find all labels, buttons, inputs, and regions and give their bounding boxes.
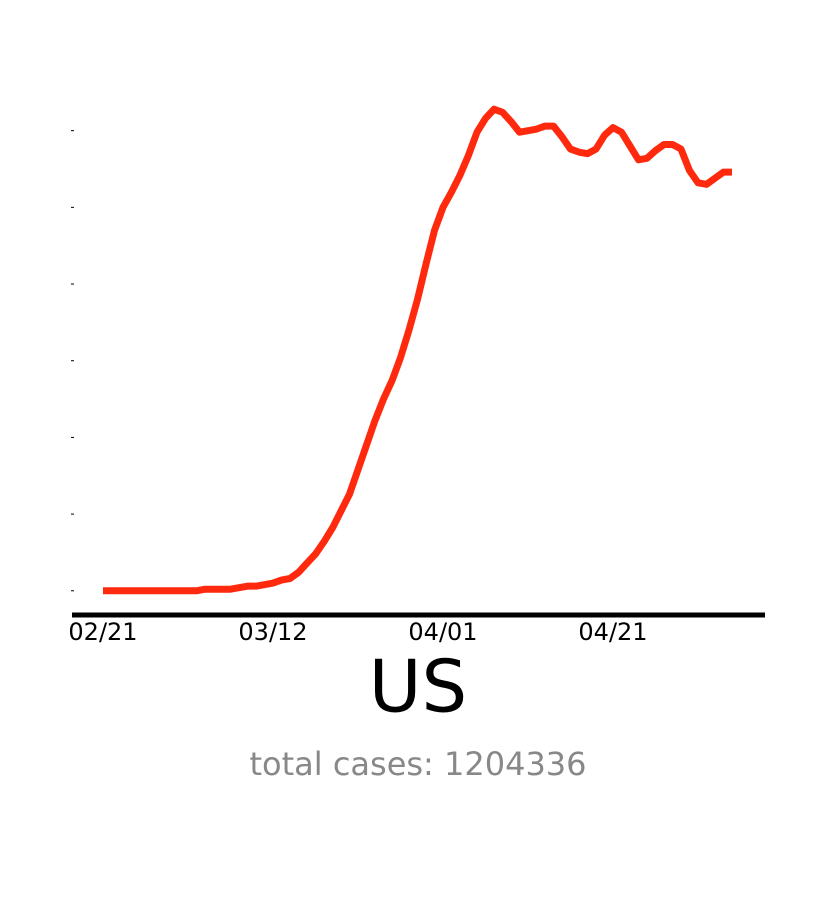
line [103,105,732,595]
x-tick-label: 04/01 [408,618,477,646]
chart-title: US [369,645,467,729]
x-tick-label: 04/21 [578,618,647,646]
x-tick-label: 03/12 [238,618,307,646]
x-tick-label: 02/21 [68,618,137,646]
chart-subtitle: total cases: 1204336 [249,745,586,783]
